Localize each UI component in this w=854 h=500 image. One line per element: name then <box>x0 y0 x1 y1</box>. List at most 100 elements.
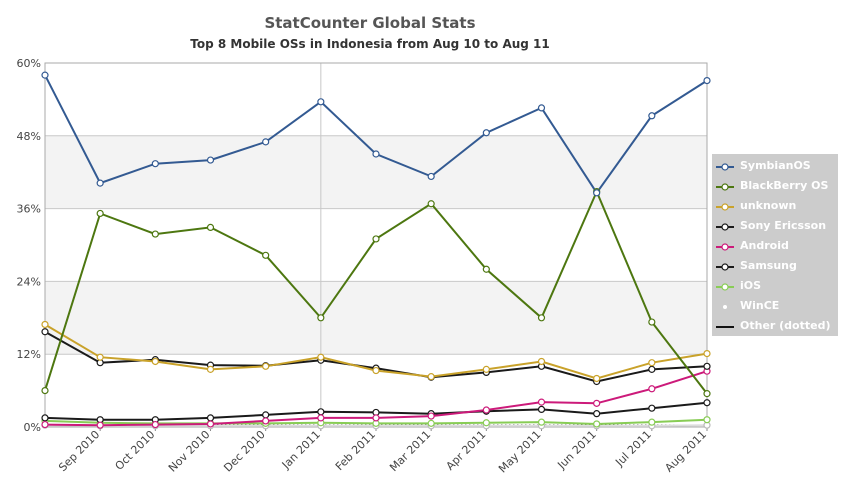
y-tick-label: 36% <box>17 203 41 216</box>
legend-swatch-icon <box>716 203 734 211</box>
data-point-samsung <box>593 410 601 418</box>
data-point-blackberry-os <box>41 387 49 395</box>
data-point-sony-ericsson <box>703 362 711 370</box>
data-point-samsung <box>41 414 49 422</box>
data-point-android <box>262 417 270 425</box>
data-point-symbianos <box>537 104 546 112</box>
legend-swatch-icon <box>716 243 734 251</box>
data-point-symbianos <box>372 150 380 158</box>
data-point-unknown <box>317 353 325 361</box>
y-tick-label: 12% <box>17 348 41 361</box>
data-point-samsung <box>537 405 546 414</box>
legend-swatch-icon <box>716 163 734 171</box>
data-point-symbianos <box>96 179 104 187</box>
x-tick-label: Jun 2011 <box>554 428 598 472</box>
data-point-symbianos <box>317 98 325 106</box>
y-tick-label: 0% <box>24 421 41 434</box>
data-point-android <box>648 385 656 393</box>
legend-item: Sony Ericsson <box>712 217 838 237</box>
legend-item: Other (dotted) <box>712 317 838 337</box>
data-point-samsung <box>703 399 711 407</box>
data-point-unknown <box>703 349 711 358</box>
y-tick-label: 24% <box>17 275 41 288</box>
grid-band <box>45 135 707 209</box>
data-point-unknown <box>262 362 270 370</box>
data-point-ios <box>648 418 656 426</box>
legend-item: WinCE <box>712 297 838 317</box>
data-point-unknown <box>372 366 380 375</box>
data-point-blackberry-os <box>427 200 435 208</box>
legend-label: Sony Ericsson <box>740 219 827 232</box>
legend-label: Samsung <box>740 259 797 272</box>
legend-label: Android <box>740 239 789 252</box>
data-point-blackberry-os <box>648 318 656 326</box>
legend-label: WinCE <box>740 299 780 312</box>
y-tick-label: 48% <box>17 130 41 143</box>
x-tick-label: Dec 2010 <box>221 428 268 475</box>
data-point-android <box>482 406 490 414</box>
data-point-unknown <box>206 365 215 373</box>
data-point-symbianos <box>482 129 490 137</box>
data-point-blackberry-os <box>206 223 215 232</box>
legend-item: SymbianOS <box>712 157 838 177</box>
data-point-android <box>593 399 601 407</box>
legend-label: unknown <box>740 199 797 212</box>
chart-title: StatCounter Global Stats <box>264 14 476 32</box>
data-point-symbianos <box>262 138 270 146</box>
data-point-android <box>537 398 546 406</box>
data-point-symbianos <box>41 71 49 79</box>
legend-item: Samsung <box>712 257 838 277</box>
data-point-android <box>41 420 49 429</box>
data-point-blackberry-os <box>317 314 325 322</box>
data-point-android <box>427 412 435 420</box>
data-point-blackberry-os <box>482 265 490 273</box>
legend-item: unknown <box>712 197 838 217</box>
data-point-unknown <box>41 320 49 329</box>
x-tick-label: Apr 2011 <box>444 428 489 473</box>
legend-label: SymbianOS <box>740 159 811 172</box>
data-point-blackberry-os <box>151 230 159 238</box>
data-point-blackberry-os <box>262 251 270 259</box>
data-point-blackberry-os <box>703 390 711 398</box>
data-point-ios <box>593 420 601 428</box>
y-tick-label: 60% <box>17 57 41 70</box>
data-point-blackberry-os <box>537 314 546 322</box>
legend-swatch-icon <box>716 223 734 231</box>
data-point-ios <box>537 418 546 426</box>
data-point-unknown <box>482 365 490 373</box>
data-point-ios <box>703 416 711 424</box>
data-point-unknown <box>151 357 159 366</box>
data-point-symbianos <box>703 76 711 85</box>
data-point-symbianos <box>206 156 215 164</box>
data-point-unknown <box>537 357 546 366</box>
data-point-ios <box>427 419 435 427</box>
legend-swatch-icon <box>716 183 734 191</box>
data-point-unknown <box>96 353 104 361</box>
data-point-samsung <box>317 408 325 416</box>
chart-legend: SymbianOS BlackBerry OS unknown Sony Ericss… <box>712 154 838 336</box>
data-point-symbianos <box>648 112 656 120</box>
x-tick-label: Oct 2010 <box>113 428 158 473</box>
data-point-android <box>206 420 215 428</box>
legend-item: iOS <box>712 277 838 297</box>
legend-swatch-icon <box>716 283 734 291</box>
data-point-symbianos <box>427 172 435 181</box>
data-point-samsung <box>206 414 215 422</box>
x-tick-label: Jul 2011 <box>612 428 654 470</box>
data-point-blackberry-os <box>372 235 380 243</box>
x-tick-label: Aug 2011 <box>662 428 709 475</box>
legend-swatch-icon <box>716 326 734 328</box>
legend-swatch-icon <box>723 305 727 309</box>
grid-band <box>45 281 707 355</box>
data-point-symbianos <box>151 160 159 168</box>
legend-label: iOS <box>740 279 762 292</box>
chart-subtitle: Top 8 Mobile OSs in Indonesia from Aug 1… <box>190 37 550 51</box>
legend-swatch-icon <box>716 263 734 271</box>
legend-item: Android <box>712 237 838 257</box>
data-point-symbianos <box>593 189 601 197</box>
data-point-android <box>372 414 380 422</box>
data-point-sony-ericsson <box>41 328 49 336</box>
x-tick-label: May 2011 <box>496 428 544 476</box>
data-point-android <box>317 414 325 422</box>
